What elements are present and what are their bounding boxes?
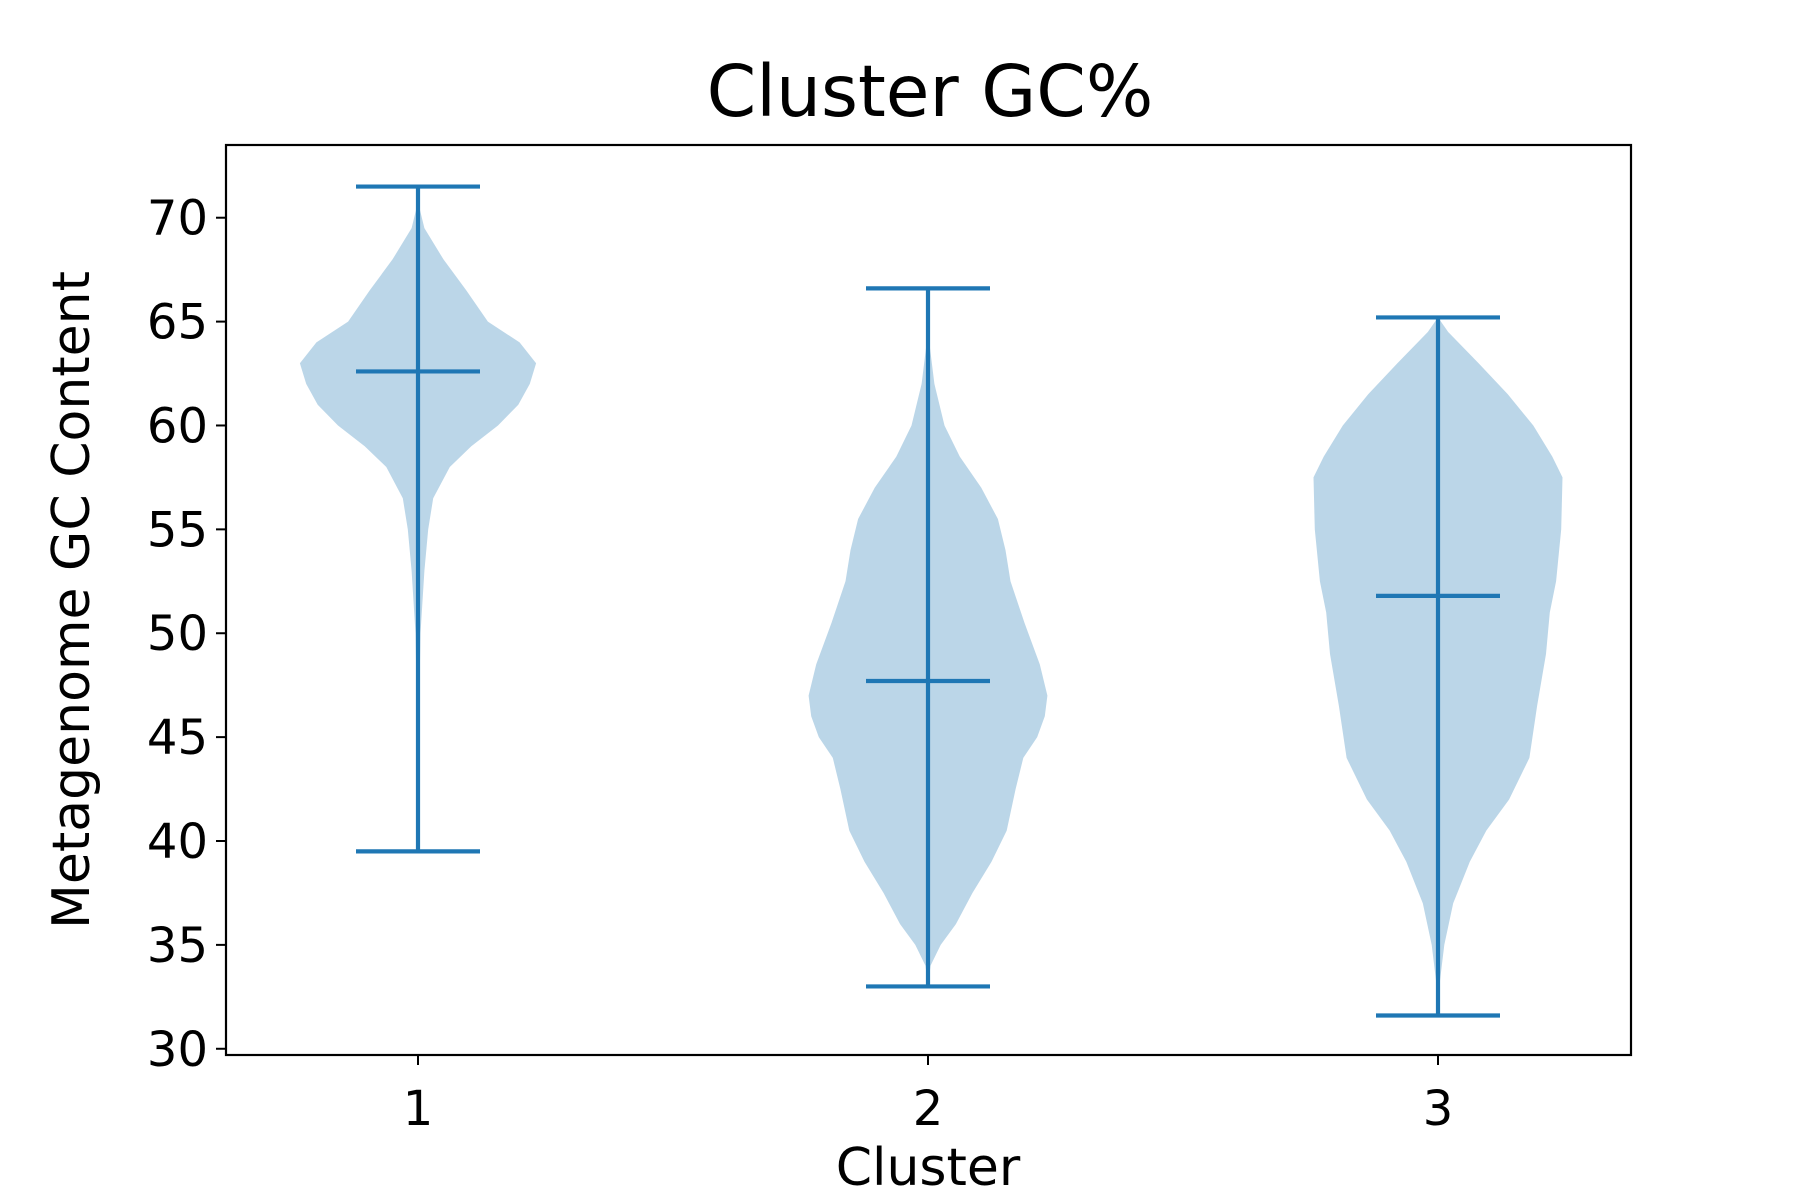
y-axis: 30 35 40 45 50 55 60 65 70 xyxy=(147,191,226,1078)
y-tick-label: 45 xyxy=(147,710,208,766)
y-tick-label: 55 xyxy=(147,502,208,558)
y-tick-label: 35 xyxy=(147,918,208,974)
y-tick-label: 60 xyxy=(147,398,208,454)
x-tick-label: 3 xyxy=(1423,1081,1454,1137)
x-tick-label: 1 xyxy=(403,1081,434,1137)
x-axis-label: Cluster xyxy=(836,1138,1021,1198)
y-tick-label: 50 xyxy=(147,606,208,662)
stats-layer xyxy=(356,184,1500,1018)
y-tick-label: 30 xyxy=(147,1022,208,1078)
y-tick-label: 65 xyxy=(147,295,208,351)
x-axis: 1 2 3 xyxy=(403,1055,1454,1137)
y-tick-label: 40 xyxy=(147,814,208,870)
x-tick-label: 2 xyxy=(913,1081,944,1137)
chart-title: Cluster GC% xyxy=(707,50,1154,133)
y-axis-label: Metagenome GC Content xyxy=(42,271,102,929)
y-tick-label: 70 xyxy=(147,191,208,247)
